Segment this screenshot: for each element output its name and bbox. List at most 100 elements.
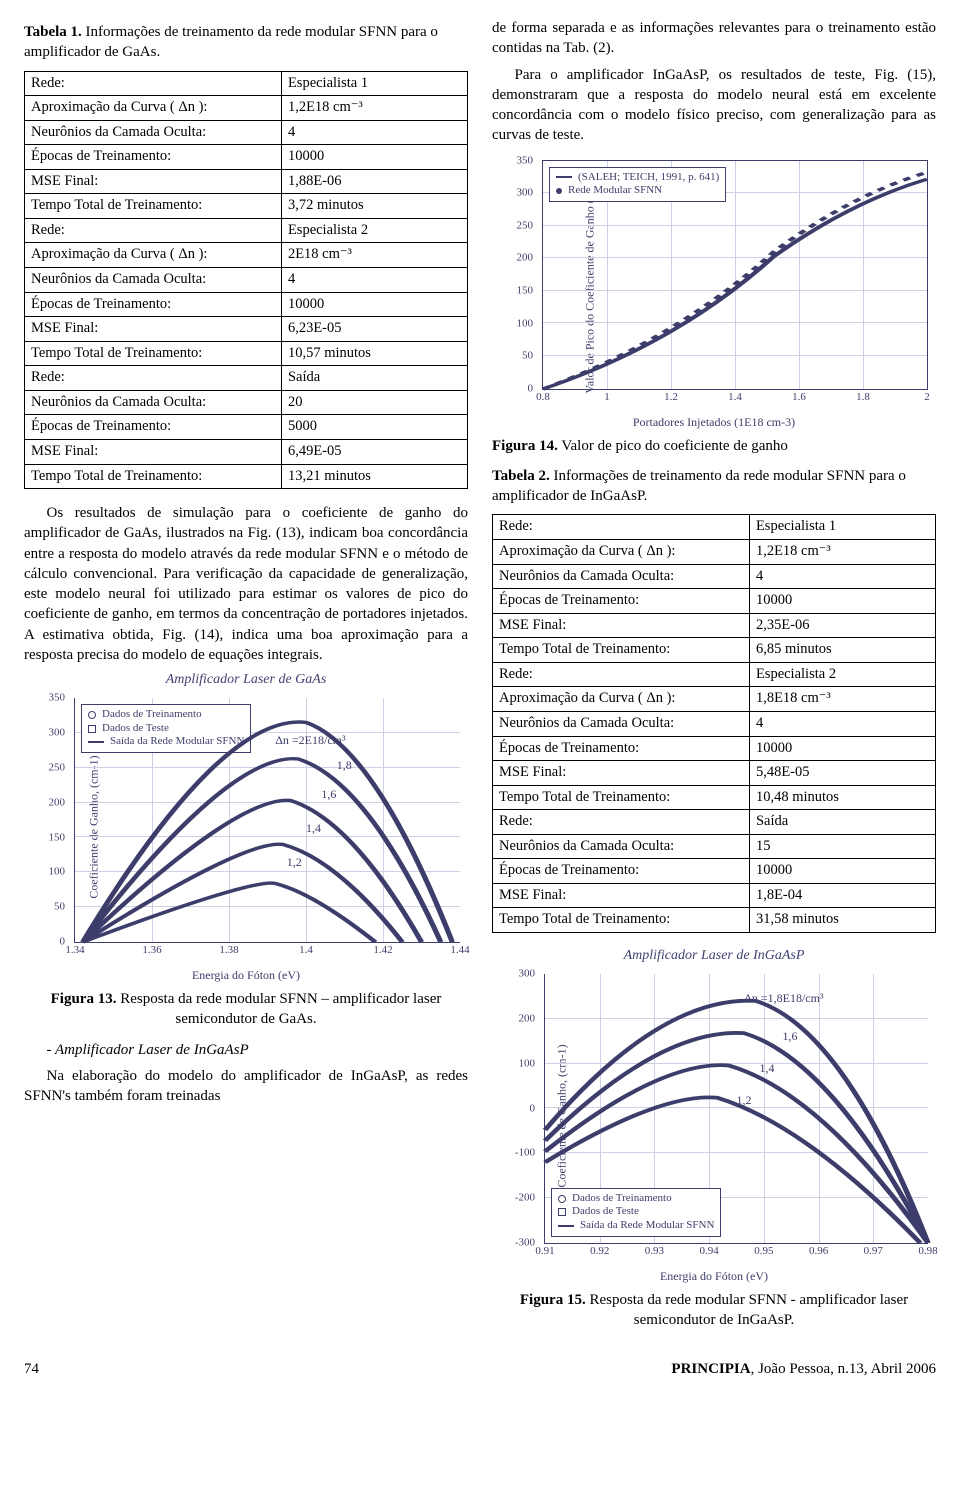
table-cell: Saída	[281, 366, 467, 391]
table-cell: 15	[749, 834, 935, 859]
table-row: Épocas de Treinamento:10000	[493, 859, 936, 884]
table-row: Rede:Especialista 1	[493, 515, 936, 540]
table-cell: 10,48 minutos	[749, 785, 935, 810]
table-cell: Neurônios da Camada Oculta:	[25, 120, 282, 145]
y-tick: 200	[517, 251, 534, 266]
fig14-caption: Figura 14. Valor de pico do coeficiente …	[492, 436, 936, 456]
table-cell: 5,48E-05	[749, 761, 935, 786]
fig15-caption: Figura 15. Resposta da rede modular SFNN…	[492, 1290, 936, 1331]
x-tick: 0.94	[700, 1244, 719, 1259]
y-tick: 0	[530, 1101, 536, 1116]
x-tick: 1.2	[664, 390, 678, 405]
journal-info: PRINCIPIA, João Pessoa, n.13, Abril 2006	[671, 1359, 936, 1379]
table-cell: Rede:	[25, 71, 282, 96]
table-row: Tempo Total de Treinamento:31,58 minutos	[493, 908, 936, 933]
page-number: 74	[24, 1359, 39, 1379]
table-row: Rede:Saída	[25, 366, 468, 391]
left-subhead: - Amplificador Laser de InGaAsP	[24, 1040, 468, 1060]
x-tick: 0.95	[754, 1244, 773, 1259]
x-tick: 1.38	[219, 943, 238, 958]
table-cell: Neurônios da Camada Oculta:	[493, 711, 750, 736]
x-tick: 0.91	[535, 1244, 554, 1259]
x-tick: 1.36	[142, 943, 161, 958]
table-row: MSE Final:5,48E-05	[493, 761, 936, 786]
fig15-legend: Dados de Treinamento Dados de Teste Saíd…	[551, 1188, 721, 1237]
y-tick: 350	[517, 153, 534, 168]
table-cell: MSE Final:	[493, 613, 750, 638]
table-cell: 2E18 cm⁻³	[281, 243, 467, 268]
table-cell: MSE Final:	[25, 317, 282, 342]
fig15-lbl12: 1,2	[737, 1092, 752, 1108]
table-cell: Tempo Total de Treinamento:	[493, 638, 750, 663]
x-tick: 0.97	[864, 1244, 883, 1259]
table-row: Tempo Total de Treinamento:10,48 minutos	[493, 785, 936, 810]
table-cell: Tempo Total de Treinamento:	[493, 908, 750, 933]
table-cell: Neurônios da Camada Oculta:	[493, 834, 750, 859]
x-tick: 0.93	[645, 1244, 664, 1259]
x-tick: 1.8	[856, 390, 870, 405]
table-row: Tempo Total de Treinamento:6,85 minutos	[493, 638, 936, 663]
table-row: MSE Final:6,23E-05	[25, 317, 468, 342]
x-tick: 0.98	[918, 1244, 937, 1259]
x-tick: 1.4	[299, 943, 313, 958]
fig13-caption-text: Resposta da rede modular SFNN – amplific…	[116, 991, 441, 1027]
y-tick: 250	[517, 218, 534, 233]
table-row: Aproximação da Curva ( Δn ):1,2E18 cm⁻³	[493, 540, 936, 565]
table-cell: 20	[281, 390, 467, 415]
table-row: Aproximação da Curva ( Δn ):1,8E18 cm⁻³	[493, 687, 936, 712]
table-cell: Épocas de Treinamento:	[25, 145, 282, 170]
table-cell: 1,2E18 cm⁻³	[749, 540, 935, 565]
y-tick: 100	[519, 1056, 536, 1071]
table-row: Épocas de Treinamento:5000	[25, 415, 468, 440]
table-cell: Tempo Total de Treinamento:	[25, 464, 282, 489]
table-cell: Especialista 2	[281, 218, 467, 243]
table-row: Rede:Especialista 2	[493, 662, 936, 687]
table-cell: 3,72 minutos	[281, 194, 467, 219]
fig15-title: Amplificador Laser de InGaAsP	[492, 947, 936, 966]
table-cell: MSE Final:	[25, 439, 282, 464]
fig15-caption-label: Figura 15.	[520, 1292, 586, 1308]
fig13-lbl12: 1,2	[287, 854, 302, 870]
table-row: Épocas de Treinamento:10000	[493, 589, 936, 614]
table-cell: 13,21 minutos	[281, 464, 467, 489]
table-cell: Épocas de Treinamento:	[25, 292, 282, 317]
x-tick: 1.42	[373, 943, 392, 958]
table-row: Rede:Especialista 1	[25, 71, 468, 96]
table1-caption: Tabela 1. Informações de treinamento da …	[24, 22, 468, 63]
right-column: de forma separada e as informações relev…	[492, 18, 936, 1341]
table-row: Tempo Total de Treinamento:10,57 minutos	[25, 341, 468, 366]
y-tick: 0	[528, 381, 534, 396]
table-cell: 2,35E-06	[749, 613, 935, 638]
figure-15: Amplificador Laser de InGaAsP Coeficient…	[492, 947, 936, 1284]
x-tick: 1.34	[65, 943, 84, 958]
x-tick: 1.44	[450, 943, 469, 958]
table-cell: 10000	[749, 736, 935, 761]
fig15-lbl14: 1,4	[759, 1060, 774, 1076]
table-row: Aproximação da Curva ( Δn ):2E18 cm⁻³	[25, 243, 468, 268]
table-cell: Neurônios da Camada Oculta:	[25, 268, 282, 293]
table1-text: Informações de treinamento da rede modul…	[24, 24, 438, 60]
figure-14: Valor de Pico do Coeficiente de Ganho (c…	[492, 152, 936, 430]
right-para2: Para o amplificador InGaAsP, os resultad…	[492, 65, 936, 146]
x-tick: 1.4	[728, 390, 742, 405]
table2-text: Informações de treinamento da rede modul…	[492, 468, 906, 504]
x-tick: 0.96	[809, 1244, 828, 1259]
left-para1: Os resultados de simulação para o coefic…	[24, 503, 468, 665]
x-tick: 0.8	[536, 390, 550, 405]
y-tick: -200	[515, 1191, 535, 1206]
table-row: Rede:Saída	[493, 810, 936, 835]
fig13-curves	[75, 698, 460, 942]
table1: Rede:Especialista 1 Aproximação da Curva …	[24, 71, 468, 490]
table-cell: Saída	[749, 810, 935, 835]
fig15-xlabel: Energia do Fóton (eV)	[492, 1268, 936, 1284]
fig13-lbl16: 1,6	[321, 786, 336, 802]
table-cell: 10,57 minutos	[281, 341, 467, 366]
table-cell: 1,88E-06	[281, 169, 467, 194]
x-tick: 2	[924, 390, 930, 405]
fig15-legend-1: Dados de Teste	[572, 1205, 639, 1219]
journal-name: PRINCIPIA	[671, 1361, 750, 1377]
table-cell: 4	[281, 268, 467, 293]
table-cell: Especialista 1	[749, 515, 935, 540]
y-tick: 0	[60, 935, 66, 950]
table-cell: 1,8E-04	[749, 883, 935, 908]
